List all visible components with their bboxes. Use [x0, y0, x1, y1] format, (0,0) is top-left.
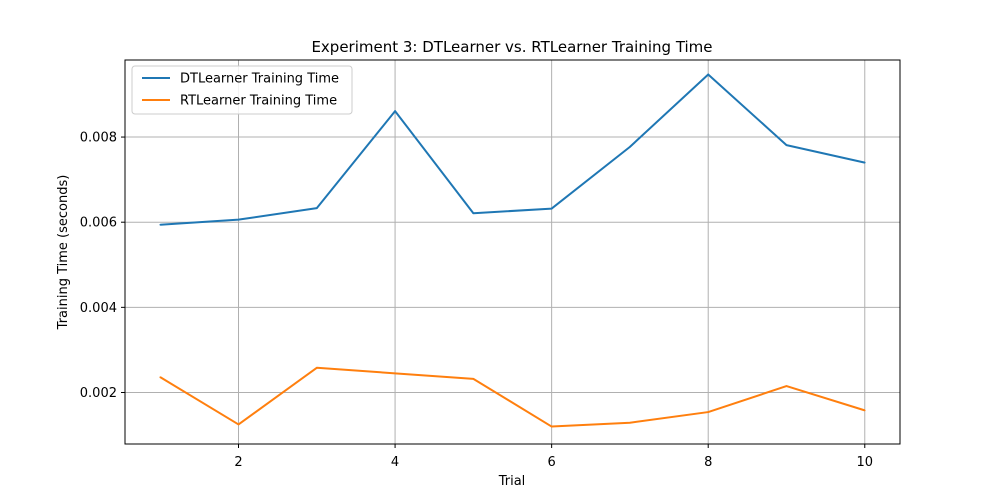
legend-box — [131, 65, 353, 115]
grid-lines — [125, 60, 900, 444]
data-point — [785, 385, 788, 387]
data-point — [159, 376, 162, 378]
data-point — [394, 110, 396, 112]
x-tick-label: 4 — [391, 455, 399, 470]
plot-area-frame — [124, 59, 901, 445]
data-point — [550, 207, 553, 210]
x-tick-label: 8 — [704, 455, 712, 470]
series-line-0 — [160, 73, 865, 226]
x-axis-title: Trial — [498, 474, 526, 489]
x-tick-label: 6 — [548, 455, 556, 470]
data-point — [237, 423, 240, 426]
data-point — [863, 409, 866, 412]
data-point — [315, 366, 318, 369]
data-point — [863, 161, 866, 164]
data-point — [472, 212, 475, 215]
data-point — [629, 421, 631, 424]
x-tick-label: 2 — [234, 455, 242, 470]
data-point — [159, 223, 162, 226]
data-point — [394, 372, 396, 375]
data-point — [785, 144, 788, 146]
series-lines — [159, 73, 866, 428]
data-point — [707, 411, 710, 413]
legend-label: DTLearner Training Time — [180, 72, 339, 87]
y-axis-title: Training Time (seconds) — [56, 175, 71, 331]
x-tick-label: 10 — [856, 455, 873, 470]
data-point — [472, 378, 475, 380]
data-point — [629, 146, 631, 148]
data-point — [315, 207, 318, 209]
legend: DTLearner Training Time RTLearner Trainin… — [131, 65, 353, 115]
data-point — [237, 218, 240, 221]
y-tick-label: 0.006 — [80, 216, 117, 231]
y-tick-label: 0.008 — [80, 131, 117, 146]
axis-ticks: 2 4 6 8 10 0.002 0.004 0.006 0.008 — [80, 131, 873, 470]
legend-label: RTLearner Training Time — [180, 94, 337, 109]
y-tick-label: 0.004 — [80, 301, 117, 316]
chart-title: Experiment 3: DTLearner vs. RTLearner Tr… — [311, 38, 712, 56]
y-tick-label: 0.002 — [80, 386, 117, 401]
data-point — [550, 425, 553, 428]
series-line-1 — [159, 366, 866, 428]
data-point — [707, 73, 710, 76]
